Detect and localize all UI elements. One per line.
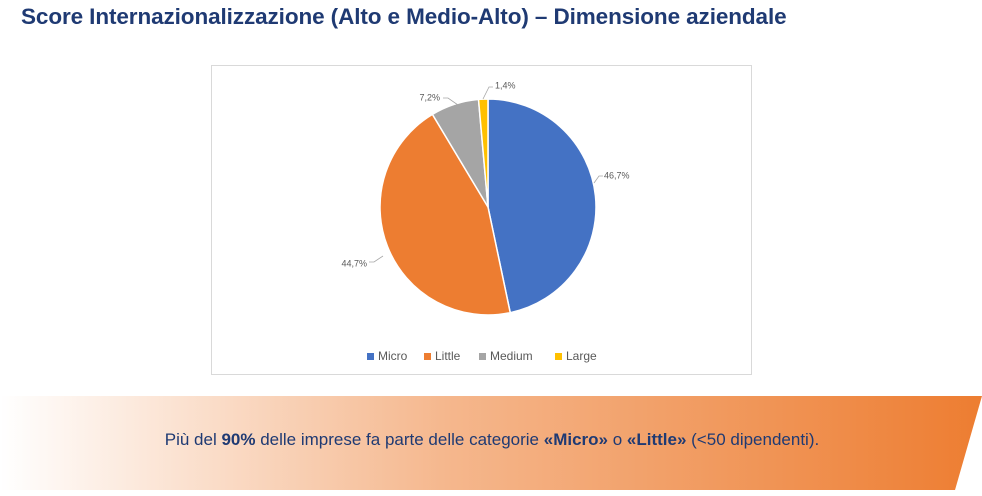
summary-banner: Più del 90% delle imprese fa parte delle… xyxy=(0,396,982,490)
data-label-little: 44,7% xyxy=(341,258,367,268)
data-label-micro: 46,7% xyxy=(604,170,630,180)
legend-label-large: Large xyxy=(566,349,597,363)
page-title: Score Internazionalizzazione (Alto e Med… xyxy=(21,4,787,29)
legend-label-little: Little xyxy=(435,349,461,363)
banner-background xyxy=(0,396,982,490)
banner-text-part2: delle imprese fa parte delle categorie xyxy=(255,430,544,449)
banner-highlight-micro: «Micro» xyxy=(543,430,608,449)
leader-line-micro xyxy=(593,175,603,184)
legend-swatch-little xyxy=(424,353,431,360)
legend-swatch-micro xyxy=(367,353,374,360)
data-label-large: 1,4% xyxy=(495,80,516,90)
pie-chart: 46,7% 44,7% 7,2% 1,4% Micro Little Medium Large xyxy=(341,80,630,363)
banner-highlight-percent: 90% xyxy=(221,430,256,449)
leader-line-large xyxy=(482,86,493,100)
banner-text-part1: Più del xyxy=(164,430,222,449)
banner-highlight-little: «Little» xyxy=(626,430,687,449)
data-label-medium: 7,2% xyxy=(419,92,440,102)
legend-label-medium: Medium xyxy=(490,349,533,363)
legend-label-micro: Micro xyxy=(378,349,408,363)
legend-swatch-medium xyxy=(479,353,486,360)
pie-slice-micro xyxy=(487,98,597,314)
legend-swatch-large xyxy=(555,353,562,360)
leader-line-medium xyxy=(443,97,459,106)
chart-area: 46,7% 44,7% 7,2% 1,4% Micro Little Medium Large xyxy=(211,65,752,375)
banner-text-part3: o xyxy=(607,430,627,449)
banner-text-part4: (<50 dipendenti). xyxy=(686,430,820,449)
banner-text: Più del 90% delle imprese fa parte delle… xyxy=(112,428,872,452)
pie-slice-little xyxy=(379,113,512,316)
leader-line-little xyxy=(369,255,384,263)
